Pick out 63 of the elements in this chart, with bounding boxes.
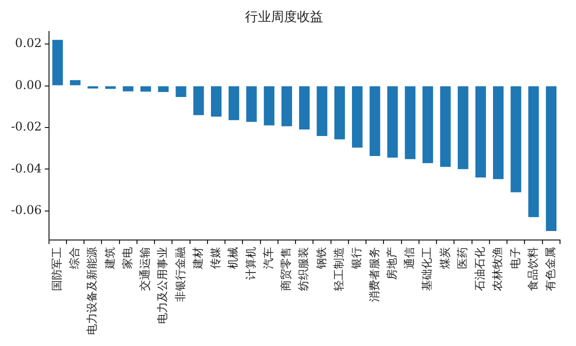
x-tick-label: 农林牧渔 (491, 247, 504, 291)
bar (122, 86, 134, 92)
x-tick-label: 消费者服务 (368, 247, 381, 302)
bar (264, 86, 274, 126)
bar (299, 86, 310, 130)
x-tick-label: 轻工制造 (332, 247, 346, 291)
bar (176, 86, 186, 98)
bar (352, 86, 363, 148)
x-tick-label: 交通运输 (138, 247, 152, 291)
bar (193, 86, 204, 116)
x-tick-label: 石油石化 (474, 247, 487, 291)
bar (140, 86, 152, 92)
x-tick-label: 汽车 (262, 247, 275, 269)
x-tick-label: 计算机 (244, 247, 258, 280)
x-tick-label: 食品饮料 (526, 247, 540, 291)
bar (334, 86, 345, 140)
bar (458, 86, 468, 170)
y-tick-label: -0.02 (10, 120, 42, 134)
bar (316, 86, 328, 136)
x-tick-label: 传媒 (209, 247, 222, 269)
bar (528, 86, 539, 218)
x-tick-label: 家电 (120, 247, 134, 269)
x-tick-label: 电子 (508, 247, 522, 269)
x-tick-label: 医药 (456, 247, 469, 269)
bar (281, 86, 292, 126)
bar (475, 86, 486, 178)
bar (70, 80, 81, 86)
x-tick-label: 国防军工 (50, 247, 64, 291)
x-tick-label: 综合 (68, 247, 82, 269)
x-tick-label: 纺织服装 (297, 247, 310, 291)
x-tick-label: 银行 (350, 247, 364, 270)
bar (510, 86, 522, 192)
bar (493, 86, 504, 180)
y-tick-label: 0.02 (15, 36, 42, 50)
x-tick-label: 机械 (226, 247, 240, 269)
x-tick-label: 通信 (403, 247, 416, 269)
x-tick-label: 建筑 (103, 247, 116, 270)
bar (158, 86, 169, 92)
y-tick-label: 0.00 (15, 78, 42, 92)
y-tick-label: -0.06 (10, 202, 42, 217)
x-tick-label: 基础化工 (420, 247, 434, 291)
x-tick-label: 建材 (191, 247, 204, 270)
x-tick-label: 电力及公用事业 (156, 247, 170, 324)
bar (105, 86, 116, 89)
bar (52, 40, 63, 86)
x-tick-label: 商贸零售 (280, 247, 293, 291)
bar (546, 86, 556, 232)
x-tick-label: 非银行金融 (174, 247, 187, 302)
x-tick-label: 有色金属 (544, 247, 558, 291)
bar (404, 86, 416, 160)
bar (228, 86, 240, 120)
bar (210, 86, 222, 117)
bar (246, 86, 257, 122)
x-tick-label: 电力设备及新能源 (86, 247, 99, 335)
y-tick-label: -0.04 (10, 161, 42, 176)
x-tick-label: 钢铁 (314, 247, 328, 270)
bar (422, 86, 434, 164)
chart-title: 行业周度收益 (245, 9, 323, 26)
x-tick-label: 煤炭 (438, 247, 452, 269)
bar (440, 86, 451, 167)
bar (370, 86, 380, 156)
x-tick-label: 房地产 (385, 247, 398, 280)
bar (387, 86, 398, 158)
